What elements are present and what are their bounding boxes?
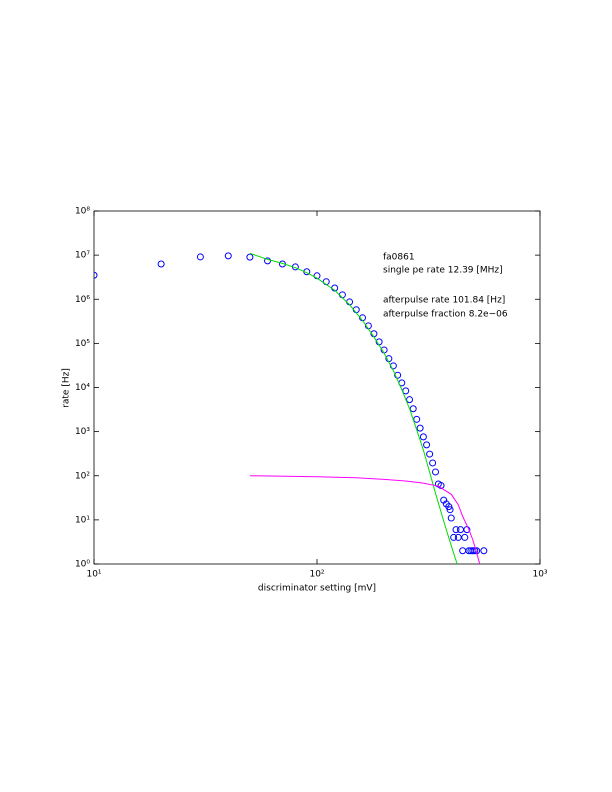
data-point <box>409 405 417 413</box>
data-point <box>463 526 471 534</box>
y-tick-label: 10⁵ <box>75 339 90 349</box>
data-point <box>322 278 330 286</box>
data-point <box>446 506 454 514</box>
y-tick-label: 10³ <box>75 427 90 437</box>
data-point <box>426 450 434 458</box>
data-point <box>264 257 272 265</box>
data-point <box>454 533 462 541</box>
data-point <box>450 533 458 541</box>
x-tick-label: 10¹ <box>86 570 101 580</box>
data-point <box>246 253 254 261</box>
data-point <box>416 424 424 432</box>
data-point <box>346 298 354 306</box>
x-axis-label: discriminator setting [mV] <box>258 584 376 594</box>
data-point <box>419 433 427 441</box>
y-tick-label: 10⁴ <box>75 383 90 393</box>
data-point <box>447 514 455 522</box>
data-point <box>456 526 464 534</box>
y-tick-label: 10⁰ <box>75 560 90 570</box>
data-point <box>480 547 488 555</box>
data-point <box>423 441 431 449</box>
fit-curve <box>249 475 481 564</box>
data-point <box>394 371 402 379</box>
y-tick-label: 10⁶ <box>75 295 90 305</box>
data-point <box>413 415 421 423</box>
data-point <box>224 252 232 260</box>
plot-frame <box>93 210 541 565</box>
annotation: single pe rate 12.39 [MHz] <box>383 266 503 276</box>
y-tick-label: 10⁷ <box>75 251 90 261</box>
data-point <box>437 482 445 490</box>
x-tick-label: 10² <box>309 570 324 580</box>
y-tick-label: 10⁸ <box>75 207 90 217</box>
data-point <box>445 503 453 511</box>
data-point <box>429 459 437 467</box>
data-point <box>94 271 98 279</box>
annotation: afterpulse rate 101.84 [Hz] <box>383 296 505 306</box>
data-point <box>157 260 165 268</box>
data-point <box>459 547 467 555</box>
y-axis-label: rate [Hz] <box>62 368 72 408</box>
data-point <box>461 533 469 541</box>
x-tick-label: 10³ <box>532 570 547 580</box>
fit-curve <box>249 252 458 564</box>
data-point <box>452 526 460 534</box>
plot-area <box>94 252 488 564</box>
data-point <box>406 396 414 404</box>
y-tick-label: 10¹ <box>75 515 90 525</box>
data-point <box>432 468 440 476</box>
annotation: afterpulse fraction 8.2e−06 <box>383 310 508 320</box>
data-point <box>338 291 346 299</box>
data-point <box>196 253 204 261</box>
y-tick-label: 10² <box>75 471 90 481</box>
annotation: fa0861 <box>383 253 415 263</box>
